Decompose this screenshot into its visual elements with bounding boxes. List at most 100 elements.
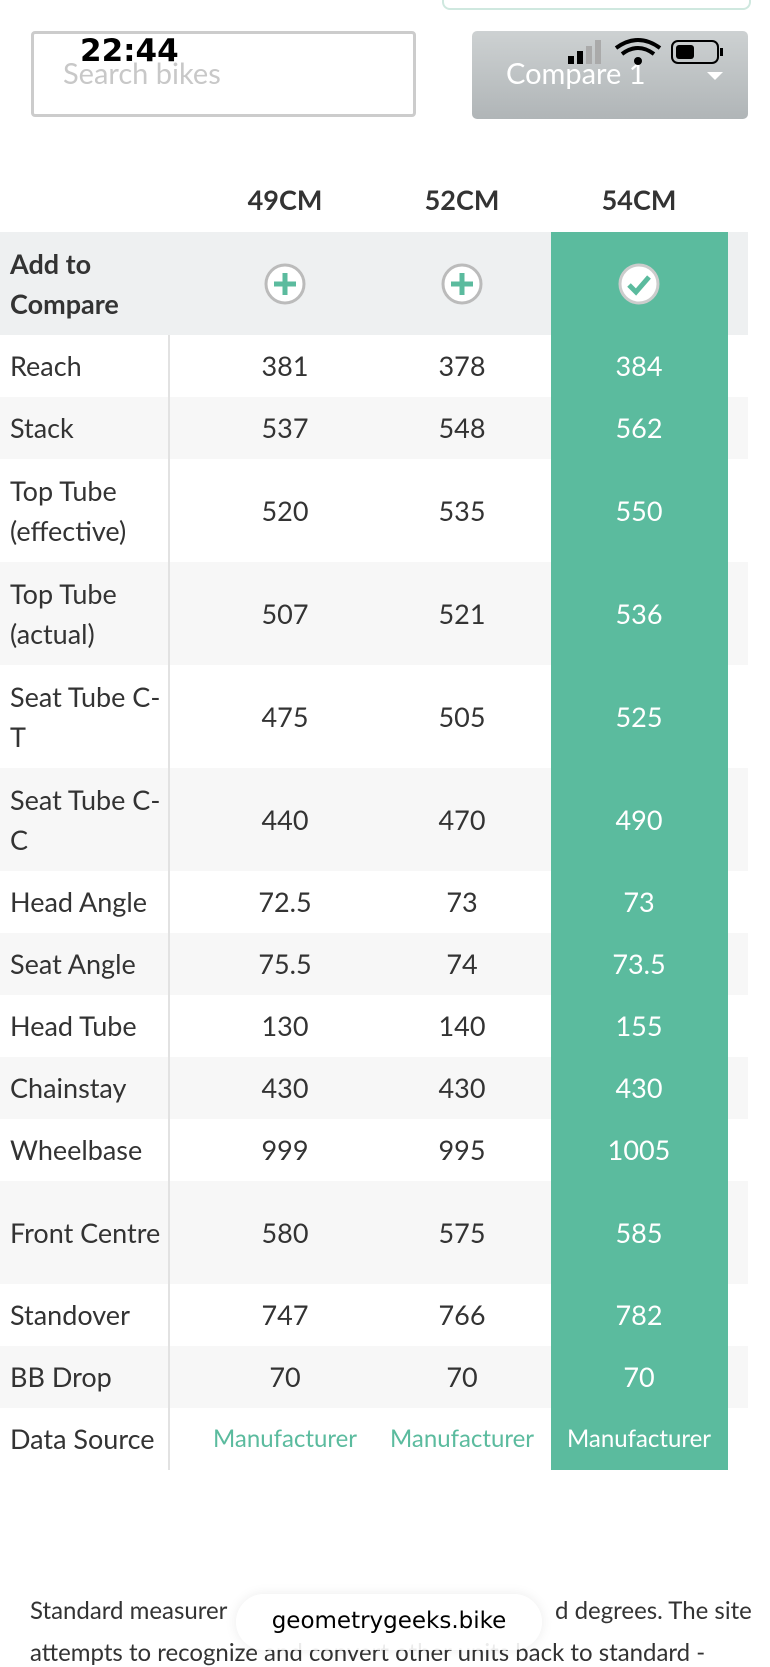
row-value: 130: [261, 1009, 309, 1042]
row-label: Reach: [10, 349, 82, 382]
row-label: Top Tube (effective): [10, 473, 127, 547]
row-value: 999: [261, 1133, 309, 1166]
row-value: 766: [438, 1298, 486, 1331]
row-value: 521: [438, 596, 486, 630]
row-label: BB Drop: [10, 1360, 112, 1393]
row-strip: [728, 768, 748, 871]
row-strip: [728, 1181, 748, 1284]
row-value: 384: [615, 349, 663, 382]
row-label: Seat Angle: [10, 947, 136, 980]
row-value: 430: [615, 1071, 663, 1104]
row-value: 747: [261, 1298, 309, 1331]
row-value: 70: [269, 1360, 301, 1393]
status-time: 22:44: [80, 33, 179, 69]
row-label: Data Source: [10, 1422, 155, 1455]
compare-button[interactable]: [472, 31, 748, 119]
row-strip: [728, 1284, 748, 1346]
selected-column: [551, 232, 728, 1470]
row-value: 70: [446, 1360, 478, 1393]
row-label: Head Angle: [10, 885, 147, 918]
row-value: 75.5: [258, 947, 312, 980]
row-value: 140: [438, 1009, 486, 1042]
source-link: Manufacturer: [567, 1424, 711, 1453]
row-strip: [728, 995, 748, 1057]
row-value: 537: [261, 411, 309, 444]
row-bg: [0, 768, 551, 871]
row-value: 548: [438, 411, 486, 444]
search-placeholder: Search bikes: [63, 56, 221, 91]
row-value: 155: [615, 1009, 663, 1042]
row-strip: [728, 335, 748, 397]
row-strip: [728, 871, 748, 933]
row-strip: [728, 1057, 748, 1119]
source-link: Manufacturer: [390, 1424, 534, 1453]
row-value: 1005: [607, 1133, 671, 1166]
status-icons: [568, 38, 723, 65]
search-box[interactable]: [31, 31, 416, 117]
row-value: 536: [615, 596, 663, 630]
tooltip-edge: [442, 0, 751, 10]
label-divider: [168, 335, 170, 1470]
row-value: 73.5: [612, 947, 666, 980]
column-header: 49CM: [247, 183, 323, 216]
url-pill[interactable]: [236, 1594, 542, 1650]
column-header: 54CM: [601, 183, 677, 216]
row-label: Standover: [10, 1298, 130, 1331]
row-bg: [0, 1119, 551, 1181]
compare-check[interactable]: [617, 262, 661, 306]
row-value: 585: [615, 1215, 663, 1249]
row-value: 430: [261, 1071, 309, 1104]
row-value: 520: [261, 493, 309, 527]
row-bg: [0, 1181, 551, 1284]
row-strip: [728, 1119, 748, 1181]
row-label: Seat Tube C-T: [10, 679, 161, 753]
row-bg: [0, 1408, 551, 1470]
dropdown-caret: [707, 72, 723, 80]
row-strip: [728, 1346, 748, 1408]
row-label: Head Tube: [10, 1009, 137, 1042]
row-bg: [0, 397, 551, 459]
row-bg: [0, 665, 551, 768]
row-value: 535: [438, 493, 486, 527]
row-value: 562: [615, 411, 663, 444]
column-header: 52CM: [424, 183, 500, 216]
row-value: 73: [623, 885, 655, 918]
compare-row-label: Add to Compare: [10, 246, 119, 320]
row-bg: [0, 459, 551, 562]
row-value: 550: [615, 493, 663, 527]
compare-label: Compare 1: [506, 56, 646, 91]
row-value: 575: [438, 1215, 486, 1249]
row-value: 73: [446, 885, 478, 918]
row-bg: [0, 1346, 551, 1408]
row-strip: [728, 397, 748, 459]
row-strip: [728, 933, 748, 995]
row-value: 782: [615, 1298, 663, 1331]
row-label: Wheelbase: [10, 1133, 143, 1166]
compare-add[interactable]: [440, 262, 484, 306]
row-value: 74: [446, 947, 478, 980]
footer-line1-right: d degrees. The site: [555, 1596, 752, 1625]
row-bg: [0, 1057, 551, 1119]
row-label: Chainstay: [10, 1071, 127, 1104]
row-value: 381: [261, 349, 309, 382]
row-value: 525: [615, 699, 663, 733]
row-value: 70: [623, 1360, 655, 1393]
row-value: 505: [438, 699, 486, 733]
row-value: 72.5: [258, 885, 312, 918]
row-value: 440: [261, 802, 309, 836]
compare-add[interactable]: [263, 262, 307, 306]
row-strip: [728, 562, 748, 665]
row-strip: [728, 459, 748, 562]
row-bg: [0, 562, 551, 665]
row-value: 490: [615, 802, 663, 836]
row-label: Seat Tube C-C: [10, 782, 161, 856]
footer-line1-left: Standard measurer: [30, 1596, 228, 1625]
url-text: geometrygeeks.bike: [271, 1608, 507, 1634]
row-bg: [0, 995, 551, 1057]
row-value: 430: [438, 1071, 486, 1104]
row-label: Stack: [10, 411, 74, 444]
row-value: 475: [261, 699, 309, 733]
row-strip: [728, 1408, 748, 1470]
row-value: 507: [261, 596, 309, 630]
